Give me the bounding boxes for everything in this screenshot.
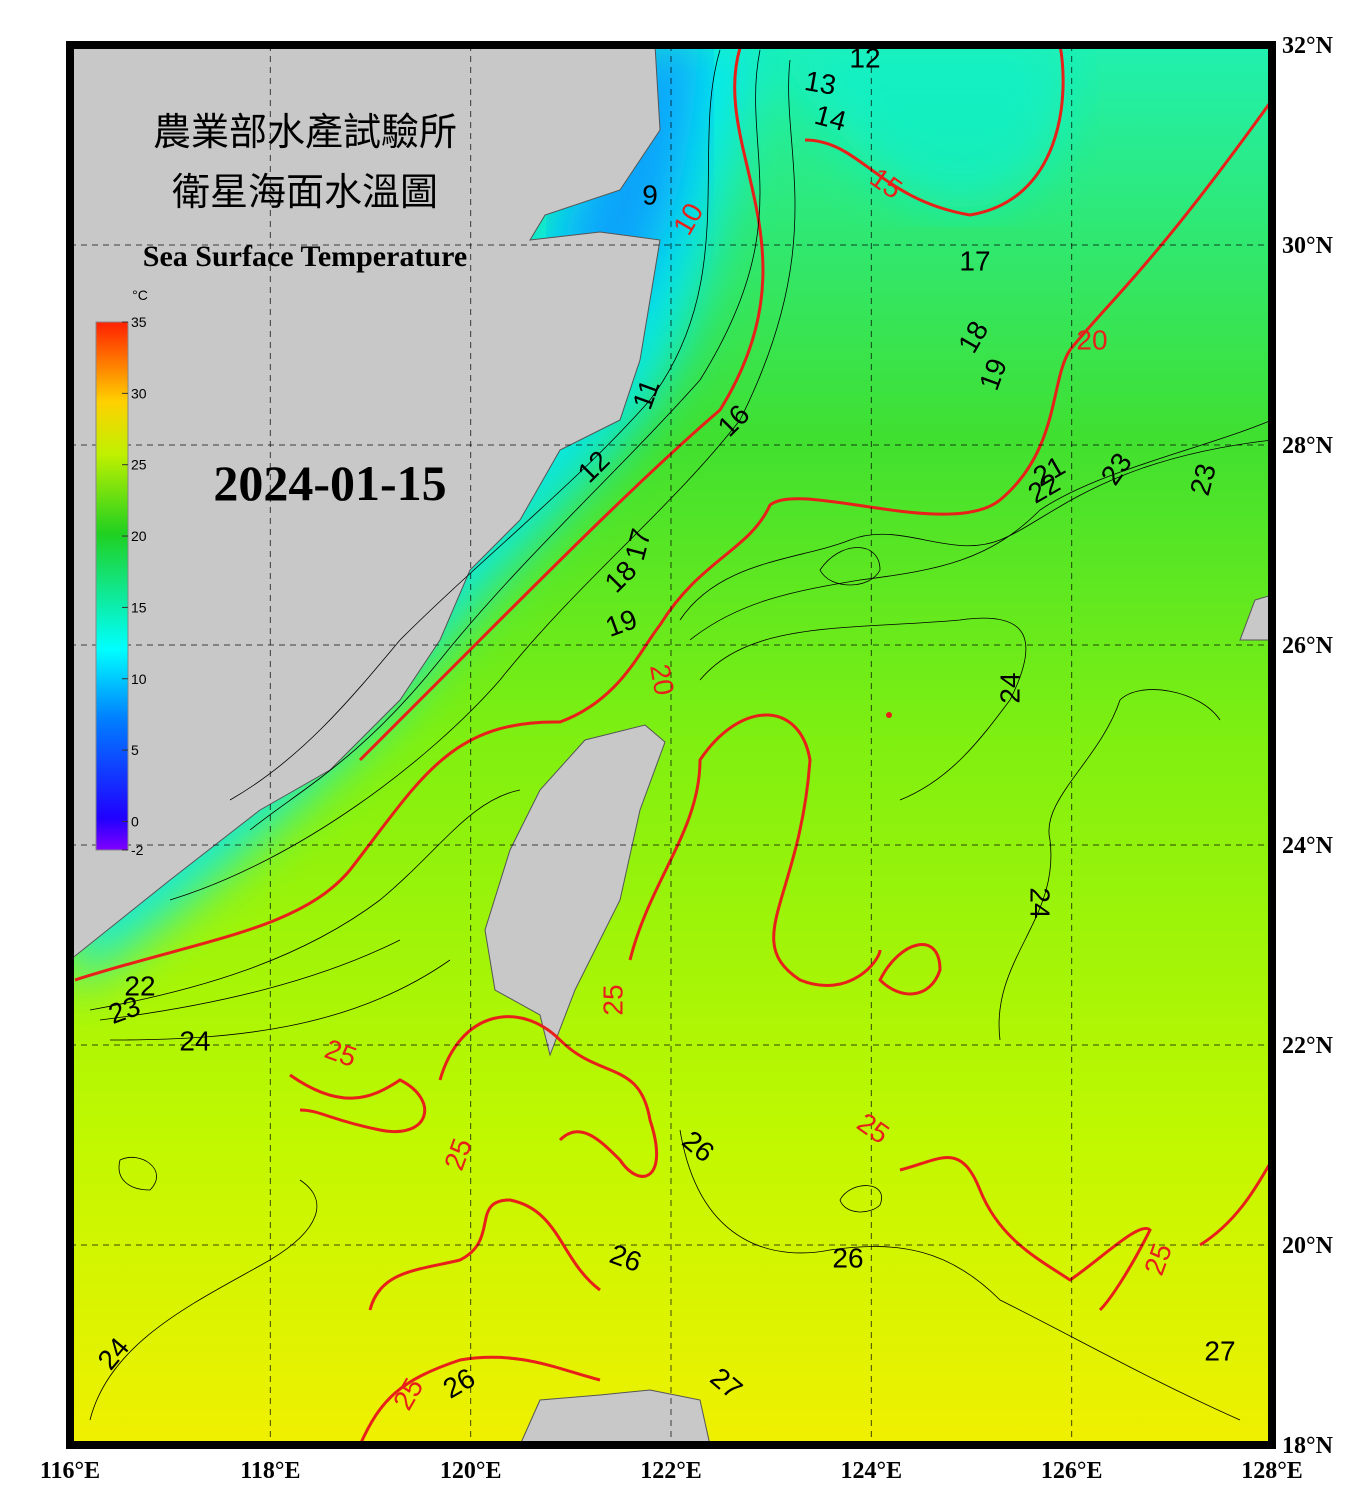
black-contours: [89, 49, 1272, 1421]
colorbar-tick-label: 5: [131, 742, 139, 758]
lon-label: 120°E: [440, 1458, 502, 1484]
axes-labels: 116°E 118°E 120°E 122°E 124°E 126°E 128°E 32°N 3…: [40, 33, 1334, 1484]
colorbar-tick-label: 15: [131, 599, 147, 615]
lat-label: 26°N: [1282, 633, 1334, 659]
land-luzon: [519, 1389, 711, 1445]
contour-label: 20: [1076, 324, 1107, 355]
contour-label: 24: [1025, 887, 1056, 918]
lon-label: 124°E: [841, 1458, 903, 1484]
contour-label: 24: [994, 672, 1025, 703]
cool-patch: [764, 45, 1067, 210]
colorbar-tick-label: -2: [131, 842, 144, 858]
contour-label: 26: [832, 1242, 863, 1273]
title-zh-2: 衛星海面水溫圖: [172, 170, 438, 214]
date: 2024-01-15: [213, 455, 446, 511]
lat-label: 32°N: [1282, 33, 1334, 59]
contour-15: [358, 47, 765, 762]
contour-25e: [899, 1156, 1152, 1312]
contour-label: 17: [959, 245, 990, 276]
contour-25b: [289, 1073, 427, 1133]
title-en: Sea Surface Temperature: [143, 240, 467, 273]
red-contours: [74, 45, 1272, 1445]
map-frame: [66, 41, 1276, 1449]
contour-label: 12: [849, 42, 880, 73]
lon-label: 128°E: [1241, 1458, 1303, 1484]
contour-label: 13: [802, 65, 838, 101]
contour-25d: [368, 1198, 601, 1311]
colorbar-tick-label: 20: [131, 528, 147, 544]
contour-label: 20: [644, 662, 680, 698]
contour-25g: [878, 943, 942, 996]
lat-label: 18°N: [1282, 1433, 1334, 1459]
lat-label: 30°N: [1282, 233, 1334, 259]
colorbar-tick-label: 0: [131, 813, 139, 829]
colorbar-tick-label: 30: [131, 385, 147, 401]
contour-label: 22: [124, 970, 155, 1001]
contour-25c: [438, 1015, 659, 1178]
contour-25f: [1199, 1159, 1272, 1247]
land-taiwan: [484, 724, 666, 1057]
lat-label: 28°N: [1282, 433, 1334, 459]
lon-label: 116°E: [40, 1458, 100, 1484]
colorbar-tick-label: 25: [131, 457, 147, 473]
contour-label: 27: [1204, 1335, 1235, 1366]
contour-20: [74, 99, 1272, 982]
contour-label: 24: [179, 1025, 210, 1056]
hot-spot: [886, 712, 892, 718]
colorbar-tick-label: 35: [131, 314, 147, 330]
colorbar-unit: °C: [132, 287, 148, 303]
colorbar-tick-label: 10: [131, 671, 147, 687]
grid: [70, 45, 1272, 1445]
lat-label: 22°N: [1282, 1033, 1334, 1059]
contour-label: 9: [642, 179, 658, 210]
contour-15b: [804, 45, 1065, 217]
lon-label: 118°E: [240, 1458, 300, 1484]
contour-label: 25: [597, 984, 628, 1015]
contour-25a: [628, 713, 882, 987]
land-islands: [1239, 594, 1272, 641]
lon-label: 122°E: [640, 1458, 702, 1484]
lat-label: 24°N: [1282, 833, 1334, 859]
contour-25h: [358, 1355, 601, 1445]
colorbar: [95, 321, 129, 851]
lat-label: 20°N: [1282, 1233, 1334, 1259]
colorbar-ticks: 35 30 25 20 15 10 5 0 -2: [122, 314, 147, 858]
title-zh-1: 農業部水產試驗所: [153, 110, 457, 154]
lon-label: 126°E: [1041, 1458, 1103, 1484]
